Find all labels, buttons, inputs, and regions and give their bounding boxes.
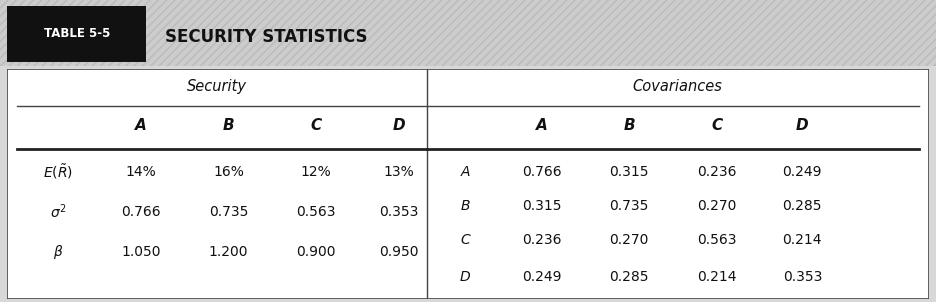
Text: C: C [461,233,470,247]
Text: 0.236: 0.236 [697,165,737,178]
Text: 0.236: 0.236 [522,233,562,247]
Text: Covariances: Covariances [633,79,723,94]
Text: 1.050: 1.050 [122,245,161,259]
Text: 0.766: 0.766 [122,205,161,219]
Text: 0.315: 0.315 [522,199,562,213]
Text: B: B [223,118,234,133]
Text: D: D [796,118,809,133]
Text: 0.735: 0.735 [209,205,248,219]
Text: 0.735: 0.735 [609,199,649,213]
Text: C: C [711,118,723,133]
Text: 0.353: 0.353 [782,270,822,284]
Text: Security: Security [187,79,247,94]
Text: 0.249: 0.249 [522,270,562,284]
Text: B: B [461,199,470,213]
Text: A: A [135,118,147,133]
Text: 0.285: 0.285 [782,199,822,213]
Text: 16%: 16% [213,165,244,178]
Text: 0.315: 0.315 [609,165,649,178]
Text: $\beta$: $\beta$ [53,243,64,261]
Text: 0.270: 0.270 [697,199,737,213]
Text: 1.200: 1.200 [209,245,248,259]
Text: $\sigma^2$: $\sigma^2$ [50,202,66,221]
Text: 0.563: 0.563 [697,233,737,247]
Text: D: D [460,270,471,284]
Text: A: A [535,118,548,133]
FancyBboxPatch shape [1,6,153,62]
Text: 0.285: 0.285 [609,270,649,284]
Text: TABLE 5-5: TABLE 5-5 [44,27,110,40]
Text: $E(\tilde{R})$: $E(\tilde{R})$ [43,162,73,181]
Text: 12%: 12% [300,165,331,178]
Text: 0.766: 0.766 [522,165,562,178]
Text: 0.900: 0.900 [297,245,336,259]
Text: 0.353: 0.353 [379,205,418,219]
Text: A: A [461,165,470,178]
Text: 0.270: 0.270 [609,233,649,247]
Text: 14%: 14% [125,165,156,178]
Text: C: C [311,118,322,133]
Text: 0.563: 0.563 [297,205,336,219]
Text: D: D [392,118,405,133]
Text: 0.950: 0.950 [379,245,418,259]
Text: 0.249: 0.249 [782,165,822,178]
Text: 0.214: 0.214 [697,270,737,284]
Text: 13%: 13% [384,165,415,178]
Text: SECURITY STATISTICS: SECURITY STATISTICS [165,27,368,46]
Text: B: B [623,118,635,133]
Text: 0.214: 0.214 [782,233,822,247]
